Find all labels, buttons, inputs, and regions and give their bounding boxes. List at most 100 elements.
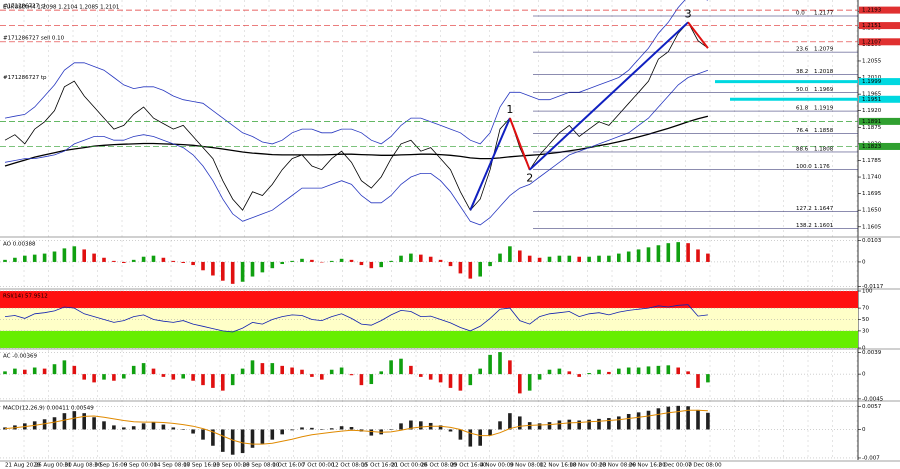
- bar: [369, 429, 374, 436]
- x-tick-label: 29 Oct 16:00: [451, 463, 487, 469]
- bar: [696, 249, 700, 262]
- bar: [171, 374, 176, 380]
- price-box-label: 1.1891: [862, 119, 881, 125]
- bar: [230, 374, 235, 386]
- bar: [428, 256, 433, 262]
- bar: [112, 425, 116, 430]
- bar: [82, 249, 86, 262]
- fib-label: 23.6: [796, 47, 809, 53]
- bar: [122, 374, 126, 379]
- bar: [161, 257, 166, 262]
- bar: [72, 365, 77, 375]
- x-tick-label: 12 Nov 16:00: [540, 463, 578, 469]
- bar: [448, 374, 453, 388]
- bar: [676, 405, 680, 430]
- bar: [221, 429, 225, 452]
- y-tick-label: 1.1785: [862, 158, 882, 164]
- bar: [92, 253, 96, 262]
- bar: [498, 352, 502, 375]
- bar: [290, 260, 294, 262]
- bar: [597, 369, 601, 375]
- fib-price: 1.2079: [814, 47, 834, 53]
- bar: [161, 374, 166, 377]
- bar: [280, 261, 284, 265]
- bar: [389, 360, 393, 375]
- bar: [508, 413, 512, 430]
- bar: [52, 364, 57, 375]
- panel-title: MACD(12,26,9) 0.00411 0.00549: [3, 406, 94, 412]
- bar: [339, 258, 344, 262]
- price-box-label: 1.1951: [862, 97, 881, 103]
- bar: [656, 408, 661, 430]
- bar: [458, 261, 463, 274]
- bar: [161, 424, 166, 430]
- bar: [696, 409, 700, 430]
- bar: [32, 254, 37, 262]
- bar: [250, 429, 255, 448]
- fib-price: 1.2177: [814, 11, 834, 17]
- y-tick-label: 100: [862, 289, 873, 295]
- wave-line: [529, 21, 689, 171]
- bar: [300, 258, 304, 262]
- bar: [201, 429, 205, 440]
- bar: [329, 428, 334, 430]
- bar: [458, 429, 463, 440]
- bar: [191, 374, 195, 381]
- bar: [409, 365, 413, 375]
- price-box: [859, 22, 900, 30]
- x-tick-label: 26 Oct 08:00: [421, 463, 457, 469]
- bar: [320, 429, 324, 430]
- bar: [349, 374, 354, 376]
- fib-label: 61.8: [796, 106, 809, 112]
- bar: [706, 412, 710, 430]
- bar: [646, 366, 651, 375]
- x-tick-label: 28 Sep 08:00: [243, 463, 280, 469]
- y-tick-label: -0.007: [862, 455, 880, 461]
- y-tick-label: 1.1920: [862, 108, 882, 114]
- bar: [448, 429, 453, 432]
- bar: [607, 371, 611, 375]
- y-tick-label: -0.0117: [862, 284, 884, 290]
- series-line: [4, 409, 708, 445]
- bar: [478, 368, 482, 375]
- bar: [260, 429, 265, 444]
- price-box: [859, 117, 900, 125]
- bar: [359, 261, 364, 266]
- bar: [52, 251, 57, 262]
- bar: [428, 374, 433, 380]
- y-tick-label: 0.0039: [862, 350, 882, 356]
- bar: [211, 261, 215, 276]
- bar: [607, 255, 611, 262]
- bar: [221, 374, 225, 391]
- panel-title: RSI(14) 57.9512: [3, 294, 48, 300]
- bar: [389, 429, 393, 430]
- bar: [42, 368, 47, 375]
- bar: [280, 365, 284, 375]
- bar: [666, 365, 671, 375]
- bar: [686, 406, 690, 430]
- fib-label: 0.0: [796, 11, 805, 17]
- x-tick-label: 17 Sep 16:00: [183, 463, 220, 469]
- bar: [488, 429, 492, 436]
- bar: [102, 374, 106, 380]
- bar: [468, 429, 473, 447]
- bar: [349, 259, 354, 262]
- panel-title: EURUSD,H4 1.2098 1.2104 1.2085 1.2101: [3, 5, 119, 11]
- bar: [488, 354, 492, 375]
- bar: [389, 260, 393, 262]
- bar: [290, 367, 294, 375]
- bar: [131, 365, 136, 375]
- bar: [181, 429, 185, 430]
- bar: [379, 261, 383, 268]
- panel-title: AO 0.00388: [3, 242, 36, 248]
- bar: [72, 246, 77, 262]
- x-tick-label: 7 Dec 08:00: [688, 463, 722, 469]
- x-tick-label: 4 Nov 00:00: [480, 463, 514, 469]
- bar: [656, 365, 661, 375]
- order-label: #171286727 sell 0.10: [3, 35, 65, 41]
- fib-label: 76.4: [796, 128, 809, 134]
- price-box: [859, 38, 900, 46]
- series-line: [4, 69, 709, 226]
- bar: [567, 371, 572, 375]
